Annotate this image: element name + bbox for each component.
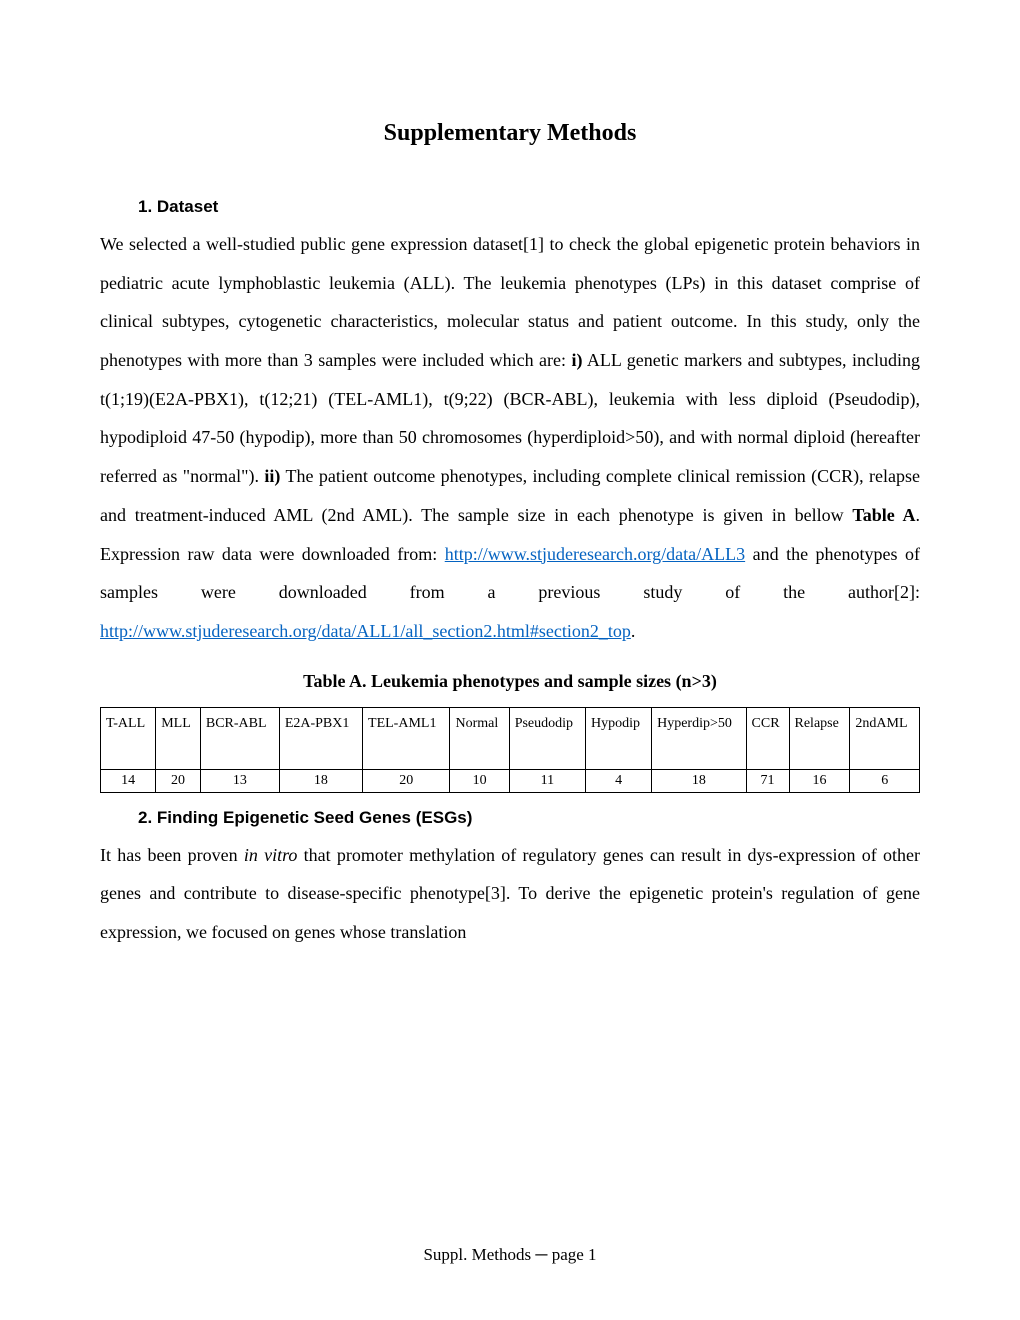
link-all1[interactable]: http://www.stjuderesearch.org/data/ALL1/…	[100, 621, 631, 641]
table-data-cell: 11	[509, 769, 585, 792]
table-data-cell: 20	[363, 769, 450, 792]
table-data-cell: 18	[652, 769, 746, 792]
section1-paragraph: We selected a well-studied public gene e…	[100, 225, 920, 651]
table-header-cell: E2A-PBX1	[279, 707, 362, 769]
table-header-cell: TEL-AML1	[363, 707, 450, 769]
section1-heading: 1. Dataset	[138, 197, 920, 217]
table-data-cell: 13	[200, 769, 279, 792]
table-data-cell: 4	[586, 769, 652, 792]
table-header-cell: 2ndAML	[850, 707, 920, 769]
link-all3[interactable]: http://www.stjuderesearch.org/data/ALL3	[445, 544, 745, 564]
table-header-cell: MLL	[156, 707, 201, 769]
leukemia-phenotypes-table: T-ALL MLL BCR-ABL E2A-PBX1 TEL-AML1 Norm…	[100, 707, 920, 793]
table-data-cell: 71	[746, 769, 789, 792]
table-data-cell: 10	[450, 769, 509, 792]
table-data-cell: 20	[156, 769, 201, 792]
table-caption: Table A. Leukemia phenotypes and sample …	[100, 671, 920, 692]
table-header-cell: Hypodip	[586, 707, 652, 769]
table-header-cell: CCR	[746, 707, 789, 769]
bold-table-a: Table A	[852, 505, 915, 525]
section2-paragraph: It has been proven in vitro that promote…	[100, 836, 920, 952]
table-header-cell: Hyperdip>50	[652, 707, 746, 769]
table-data-row: 14 20 13 18 20 10 11 4 18 71 16 6	[101, 769, 920, 792]
table-header-cell: T-ALL	[101, 707, 156, 769]
table-header-cell: Pseudodip	[509, 707, 585, 769]
footer-text: Suppl. Methods	[423, 1245, 535, 1264]
section2-heading: 2. Finding Epigenetic Seed Genes (ESGs)	[138, 808, 920, 828]
footer-dash: ─	[535, 1245, 547, 1264]
table-header-cell: Normal	[450, 707, 509, 769]
table-data-cell: 16	[789, 769, 850, 792]
table-header-cell: BCR-ABL	[200, 707, 279, 769]
table-data-cell: 14	[101, 769, 156, 792]
table-data-cell: 6	[850, 769, 920, 792]
text-segment: .	[631, 621, 636, 641]
table-data-cell: 18	[279, 769, 362, 792]
table-header-row: T-ALL MLL BCR-ABL E2A-PBX1 TEL-AML1 Norm…	[101, 707, 920, 769]
italic-text: in vitro	[244, 845, 298, 865]
bold-i: i)	[571, 350, 582, 370]
text-segment: It has been proven	[100, 845, 244, 865]
table-header-cell: Relapse	[789, 707, 850, 769]
footer-page: page 1	[547, 1245, 596, 1264]
document-title: Supplementary Methods	[100, 120, 920, 147]
bold-ii: ii)	[264, 466, 280, 486]
page-footer: Suppl. Methods ─ page 1	[0, 1245, 1020, 1265]
